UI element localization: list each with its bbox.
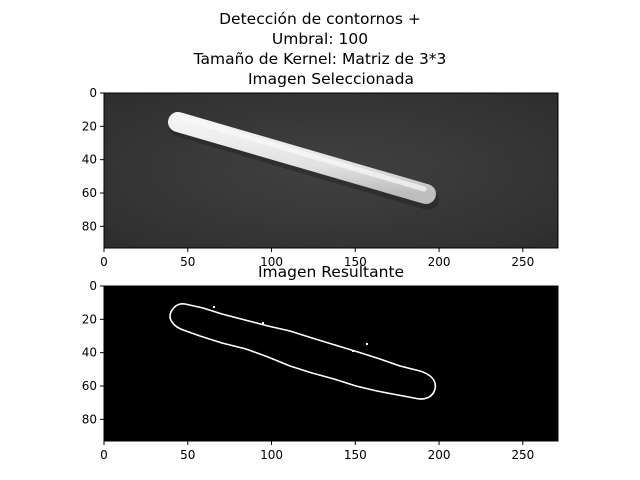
selected-x-tick-label: 250 — [511, 255, 534, 269]
result-y-tick-label: 60 — [82, 379, 97, 393]
selected-x-tick-label: 50 — [180, 255, 195, 269]
selected-y-tick-label: 60 — [82, 186, 97, 200]
selected-y-ticks: 0 20 40 60 80 — [82, 86, 104, 233]
panel-selected-title: Imagen Seleccionada — [248, 70, 414, 88]
result-y-tick-label: 0 — [89, 279, 97, 293]
result-y-ticks: 0 20 40 60 80 — [82, 279, 104, 426]
selected-x-tick-label: 150 — [344, 255, 367, 269]
result-x-tick-label: 100 — [260, 448, 283, 462]
selected-y-tick-label: 40 — [82, 153, 97, 167]
result-image — [104, 286, 558, 441]
selected-x-tick-label: 100 — [260, 255, 283, 269]
result-y-tick-label: 80 — [82, 412, 97, 426]
suptitle-line-2: Umbral: 100 — [272, 30, 368, 48]
suptitle-line-3: Tamaño de Kernel: Matriz de 3*3 — [193, 50, 447, 68]
result-y-tick-label: 40 — [82, 346, 97, 360]
selected-x-tick-label: 200 — [428, 255, 451, 269]
selected-x-ticks: 0 50 100 150 200 250 — [100, 248, 534, 269]
panel-result-image: Imagen Resultante 0 50 100 150 200 250 0 20 40 6… — [82, 263, 559, 462]
selected-y-tick-label: 80 — [82, 219, 97, 233]
selected-y-tick-label: 20 — [82, 119, 97, 133]
panel-result-title: Imagen Resultante — [258, 263, 404, 281]
result-x-tick-label: 150 — [344, 448, 367, 462]
selected-y-tick-label: 0 — [89, 86, 97, 100]
result-x-ticks: 0 50 100 150 200 250 — [100, 441, 534, 462]
stick-contour-edges — [169, 303, 437, 400]
suptitle-line-1: Detección de contornos + — [219, 10, 421, 28]
result-axes-frame — [103, 285, 559, 442]
selected-image — [104, 93, 558, 248]
result-x-tick-label: 50 — [180, 448, 195, 462]
result-x-tick-label: 0 — [100, 448, 108, 462]
result-y-tick-label: 20 — [82, 312, 97, 326]
selected-axes-frame — [103, 92, 559, 249]
popsicle-stick-photo — [168, 112, 439, 210]
figure-suptitle: Detección de contornos + Umbral: 100 Tam… — [193, 10, 447, 68]
result-x-tick-label: 200 — [428, 448, 451, 462]
result-x-tick-label: 250 — [511, 448, 534, 462]
selected-x-tick-label: 0 — [100, 255, 108, 269]
result-image-background — [104, 286, 558, 441]
panel-selected-image: Imagen Seleccionada 0 50 100 150 200 250 0 20 4… — [82, 70, 559, 269]
